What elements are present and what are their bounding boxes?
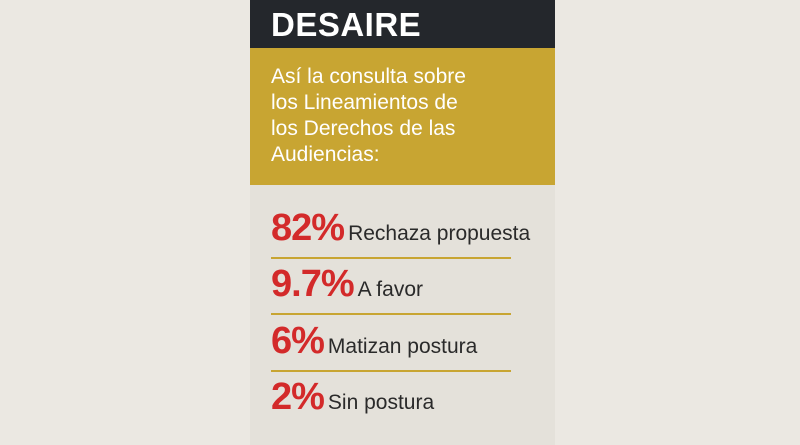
item-label: Rechaza propuesta (348, 222, 531, 245)
separator (271, 257, 511, 259)
percent: 9.7% (271, 263, 355, 305)
title: DESAIRE (271, 6, 422, 43)
card: DESAIRE Así la consulta sobre los Lineami… (250, 0, 555, 445)
subtitle-line: Así la consulta sobre (271, 65, 466, 88)
item: 9.7% A favor (271, 263, 423, 306)
item-label: Sin postura (327, 391, 435, 414)
percent: 2% (271, 376, 325, 418)
subtitle-line: los Derechos de las (271, 117, 456, 140)
subtitle-box: Así la consulta sobre los Lineamientos de… (250, 48, 555, 185)
separator (271, 313, 511, 315)
subtitle-line: Audiencias: (271, 143, 380, 166)
item: 2% Sin postura (271, 376, 434, 419)
percent: 6% (271, 320, 325, 362)
percent: 82% (271, 207, 345, 249)
item: 82% Rechaza propuesta (271, 207, 530, 250)
item-label: A favor (357, 278, 423, 301)
subtitle: Así la consulta sobre los Lineamientos de… (271, 64, 466, 168)
header: DESAIRE (250, 0, 555, 48)
item-label: Matizan postura (327, 335, 478, 358)
item: 6% Matizan postura (271, 320, 477, 363)
separator (271, 370, 511, 372)
subtitle-line: los Lineamientos de (271, 91, 458, 114)
